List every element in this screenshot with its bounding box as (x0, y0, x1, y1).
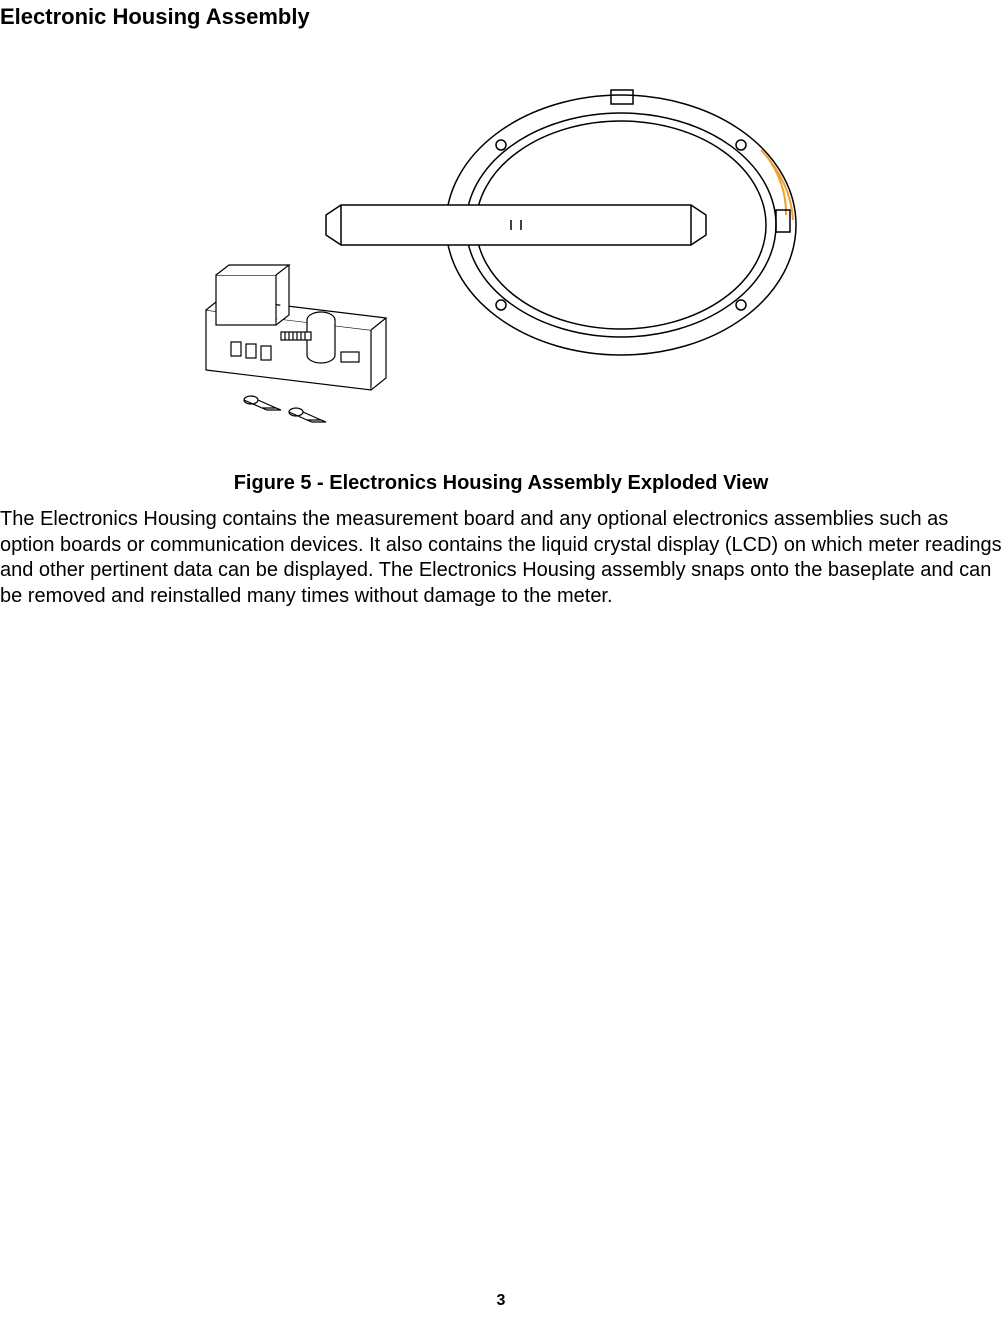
technical-drawing (161, 80, 841, 440)
body-paragraph: The Electronics Housing contains the mea… (0, 507, 1002, 609)
figure-caption: Figure 5 - Electronics Housing Assembly … (0, 472, 1002, 495)
page-number: 3 (0, 1292, 1002, 1310)
figure-container (0, 80, 1002, 440)
exploded-view-svg (161, 80, 841, 440)
page-title: Electronic Housing Assembly (0, 0, 1002, 30)
